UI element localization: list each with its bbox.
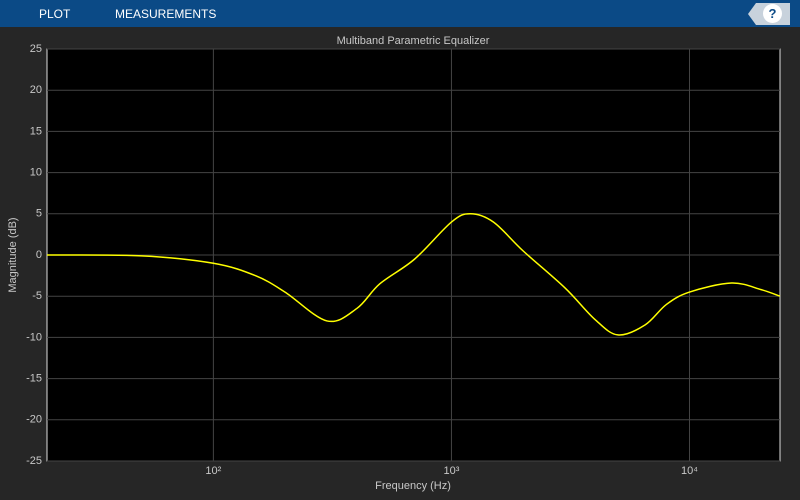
- y-tick-label: 0: [36, 249, 42, 261]
- y-tick-label: 20: [30, 84, 42, 96]
- measurements-tab[interactable]: MEASUREMENTS: [115, 7, 217, 21]
- x-tick-label: 10²: [205, 465, 221, 477]
- chart: Multiband Parametric Equalizer Frequency…: [7, 35, 781, 492]
- toolbar: PLOT MEASUREMENTS ?: [0, 0, 800, 27]
- y-tick-label: 5: [36, 208, 42, 220]
- chart-title: Multiband Parametric Equalizer: [337, 35, 490, 47]
- x-tick-label: 10³: [443, 465, 459, 477]
- magnitude-line: [46, 213, 781, 336]
- y-tick-label: -25: [26, 455, 42, 467]
- plot-tab[interactable]: PLOT: [39, 7, 71, 21]
- y-tick-label: -20: [26, 414, 42, 426]
- y-tick-label: 15: [30, 125, 42, 137]
- y-tick-label: -15: [26, 373, 42, 385]
- help-button[interactable]: ?: [763, 4, 782, 23]
- y-tick-label: 10: [30, 167, 42, 179]
- y-tick-label: 25: [30, 43, 42, 55]
- y-tick-label: -10: [26, 331, 42, 343]
- x-axis-label: Frequency (Hz): [375, 480, 451, 492]
- y-axis-label: Magnitude (dB): [7, 217, 19, 292]
- x-tick-label: 10⁴: [681, 465, 698, 477]
- y-tick-label: -5: [32, 290, 42, 302]
